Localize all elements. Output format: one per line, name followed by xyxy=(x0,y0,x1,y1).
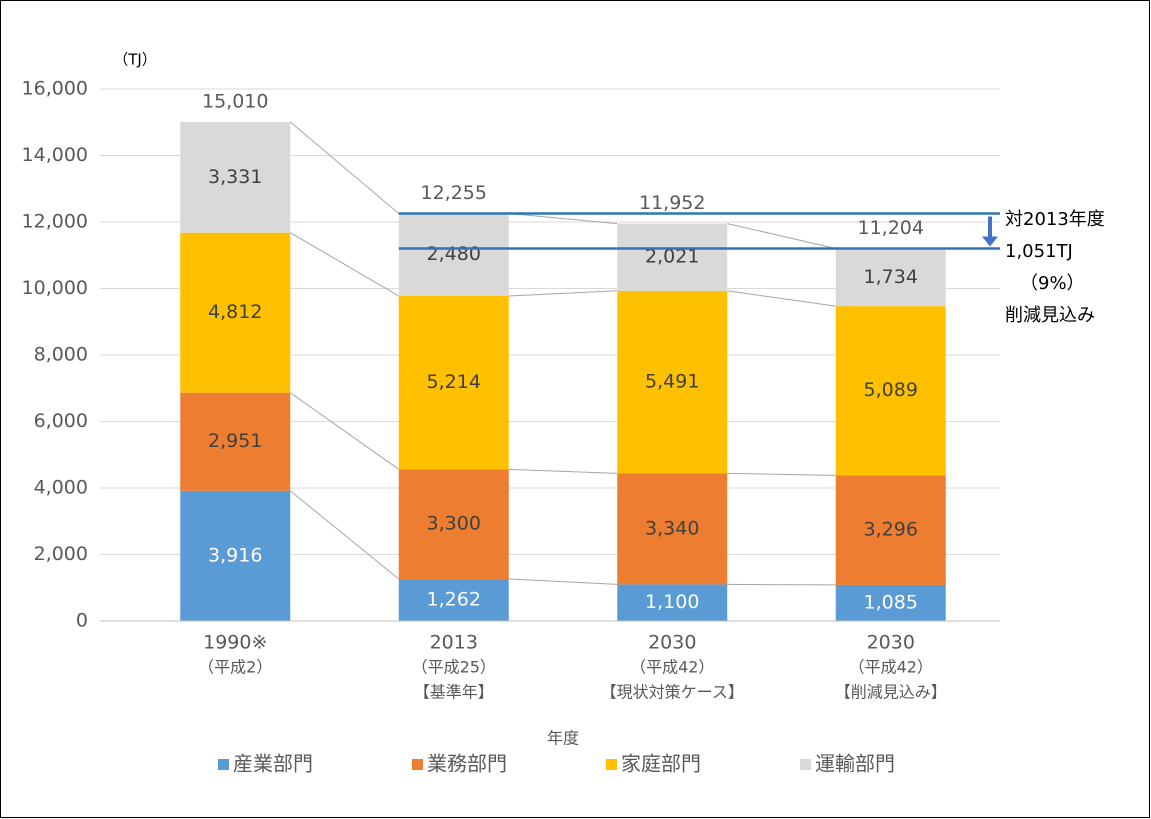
x-tick-label: （平成42） xyxy=(630,658,714,677)
bar-segment xyxy=(398,213,509,296)
bar-segment xyxy=(617,473,728,585)
total-label: 11,952 xyxy=(639,192,705,214)
y-tick-label: 8,000 xyxy=(34,344,88,366)
bar-segment xyxy=(398,295,509,470)
value-label: 3,340 xyxy=(645,517,699,539)
value-label: 5,214 xyxy=(427,371,481,393)
y-tick-label: 16,000 xyxy=(22,78,88,100)
bar-segment xyxy=(180,392,291,491)
y-tick-label: 14,000 xyxy=(22,144,88,166)
unit-label: （TJ） xyxy=(113,51,157,69)
bar-segment xyxy=(835,584,946,621)
x-tick-label: 【削減見込み】 xyxy=(835,683,947,702)
value-label: 5,491 xyxy=(645,371,699,393)
y-tick-label: 0 xyxy=(76,610,88,632)
bar-segment xyxy=(398,579,509,621)
x-tick-label: 1990※ xyxy=(203,632,267,654)
bar-segment xyxy=(398,469,509,580)
bar-segment xyxy=(835,475,946,585)
bar-segment xyxy=(617,223,728,291)
value-label: 3,300 xyxy=(427,513,481,535)
y-tick-label: 4,000 xyxy=(34,477,88,499)
annotation: 1,051TJ xyxy=(1005,241,1073,262)
value-label: 3,296 xyxy=(864,519,918,541)
connector xyxy=(289,121,400,214)
value-label: 4,812 xyxy=(208,301,262,323)
value-label: 1,100 xyxy=(645,591,699,613)
x-tick-label: 【現状対策ケース】 xyxy=(601,683,744,702)
x-tick-label: 【基準年】 xyxy=(414,683,494,702)
annotation: 削減見込み xyxy=(1005,305,1095,326)
bar-segment xyxy=(180,121,291,233)
value-label: 2,480 xyxy=(427,243,481,265)
connector xyxy=(289,490,400,580)
x-tick-label: （平成2） xyxy=(198,658,272,677)
connector xyxy=(727,290,836,307)
bar-segment xyxy=(617,584,728,621)
connector xyxy=(289,232,400,297)
connector xyxy=(727,223,836,249)
y-tick-label: 10,000 xyxy=(22,277,88,299)
bar-segment xyxy=(180,490,291,621)
legend-swatch xyxy=(606,759,617,770)
bar-segment xyxy=(180,232,291,393)
value-label: 1,734 xyxy=(864,266,918,288)
value-label: 1,085 xyxy=(864,591,918,613)
connector xyxy=(508,212,618,225)
y-tick-label: 12,000 xyxy=(22,211,88,233)
connector xyxy=(508,578,618,585)
legend-swatch xyxy=(412,759,423,770)
legend-label: 業務部門 xyxy=(427,752,507,776)
annotation: 対2013年度 xyxy=(1005,209,1105,230)
value-label: 3,916 xyxy=(208,544,262,566)
legend-swatch xyxy=(800,759,811,770)
legend-label: 運輸部門 xyxy=(815,752,895,776)
value-label: 1,262 xyxy=(427,589,481,611)
value-label: 5,089 xyxy=(864,379,918,401)
connector xyxy=(289,392,400,470)
total-label: 12,255 xyxy=(421,182,487,204)
y-tick-label: 2,000 xyxy=(34,543,88,565)
legend-label: 産業部門 xyxy=(233,752,313,776)
x-tick-label: （平成25） xyxy=(412,658,496,677)
x-tick-label: 2013 xyxy=(430,632,478,654)
value-label: 3,331 xyxy=(208,166,262,188)
x-tick-label: 2030 xyxy=(867,632,915,654)
connector xyxy=(508,468,618,474)
x-axis-label: 年度 xyxy=(547,729,579,748)
x-tick-label: （平成42） xyxy=(849,658,933,677)
value-label: 2,951 xyxy=(208,430,262,452)
connector xyxy=(727,472,836,476)
legend-label: 家庭部門 xyxy=(621,752,701,776)
total-label: 15,010 xyxy=(202,90,268,112)
legend-swatch xyxy=(218,759,229,770)
bar-segment xyxy=(835,306,946,476)
annotation: （9%） xyxy=(1020,273,1085,294)
bar-segment xyxy=(617,290,728,474)
arrow-head xyxy=(982,236,998,247)
connector xyxy=(508,290,618,297)
bar-segment xyxy=(835,248,946,307)
value-label: 2,021 xyxy=(645,246,699,268)
x-tick-label: 2030 xyxy=(648,632,696,654)
y-tick-label: 6,000 xyxy=(34,410,88,432)
total-label: 11,204 xyxy=(858,217,924,239)
